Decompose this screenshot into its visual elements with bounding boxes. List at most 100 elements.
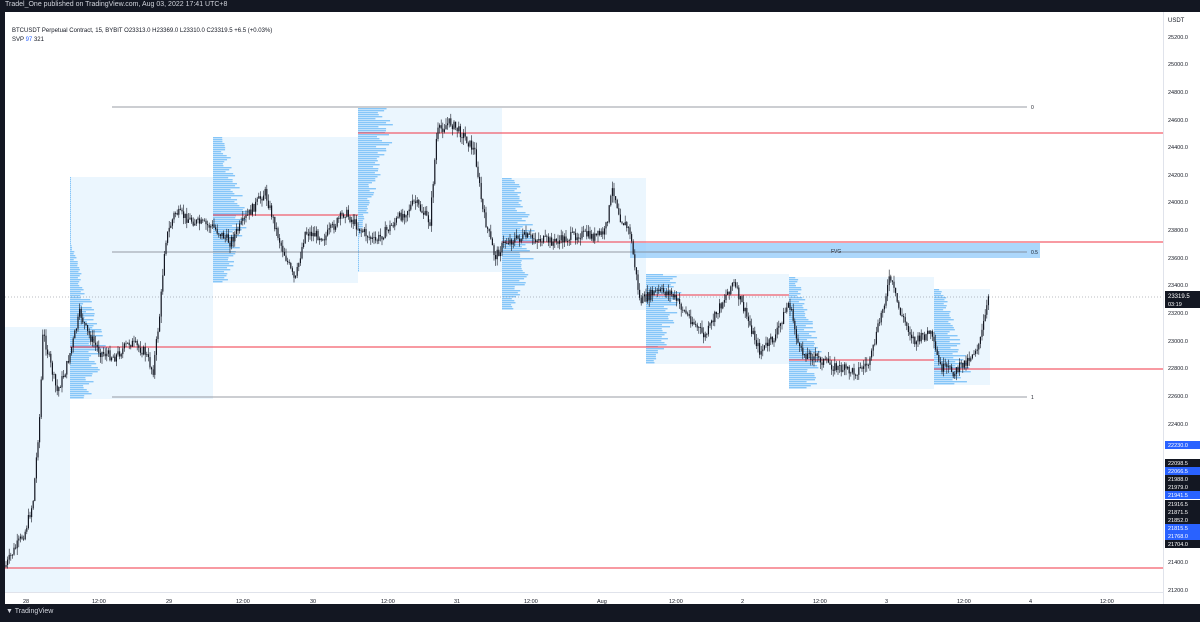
profile-bar (789, 365, 818, 367)
fib-label-05: 0.5 (1031, 250, 1038, 256)
profile-bar (502, 288, 515, 290)
candle-body (112, 356, 114, 358)
profile-bar (646, 326, 671, 328)
candle-body (53, 374, 55, 376)
price-badge (1165, 467, 1200, 475)
candle-body (483, 209, 485, 213)
profile-bar (213, 165, 224, 167)
chart-canvas[interactable]: FVG 0 0.5 1 (5, 12, 1163, 601)
candle-body (690, 316, 692, 325)
candle-body (885, 296, 887, 306)
candle-body (872, 344, 874, 351)
candle-body (403, 213, 405, 218)
profile-bar (213, 207, 245, 209)
candle-body (75, 328, 77, 331)
price-tick-label: 21400.0 (1168, 560, 1188, 566)
time-tick-label: 30 (310, 599, 316, 605)
candle-body (688, 314, 690, 317)
candle-body (951, 366, 953, 372)
candle-body (304, 231, 306, 244)
candle-body (327, 229, 329, 236)
profile-bar (934, 365, 956, 367)
candle-body (658, 289, 660, 292)
profile-bar (789, 319, 809, 321)
profile-bar (70, 277, 78, 279)
candle-body (595, 233, 597, 236)
profile-bar (934, 371, 971, 373)
profile-bar (502, 178, 512, 180)
profile-bar (213, 149, 226, 151)
profile-bar (789, 325, 806, 327)
candle-body (104, 353, 106, 357)
profile-bar (70, 351, 89, 353)
profile-bar (70, 363, 97, 365)
candle-body (928, 330, 930, 334)
candle-body (475, 149, 477, 167)
profile-bar (213, 271, 225, 273)
candle-body (866, 363, 868, 366)
profile-bar (70, 245, 72, 247)
price-badge-text: 21815.5 (1168, 526, 1188, 532)
candle-body (303, 243, 305, 248)
candle-body (111, 357, 113, 361)
candle-body (24, 531, 26, 540)
candle-body (429, 222, 431, 226)
profile-bar (213, 263, 230, 265)
price-badge-text: 21871.5 (1168, 510, 1188, 516)
candle-body (83, 322, 85, 324)
profile-bar (502, 306, 513, 308)
candle-body (451, 125, 453, 130)
candle-body (288, 261, 290, 264)
profile-bar (70, 239, 71, 241)
candle-body (626, 222, 628, 229)
price-axis[interactable]: USDT 25200.0 25000.0 24800.0 24600.0 24400.0… (1163, 12, 1200, 604)
price-badge-text: 21768.0 (1168, 534, 1188, 540)
candle-body (819, 357, 821, 363)
chart-pane[interactable]: FVG 0 0.5 1 BTCUSDT Perpetual Contract, … (5, 12, 1163, 604)
candle-body (72, 338, 74, 348)
candle-body (47, 349, 49, 355)
candle-body (901, 314, 903, 317)
candle-body (482, 198, 484, 210)
candle-body (837, 365, 839, 370)
candle-body (200, 219, 202, 224)
candle-body (480, 182, 482, 199)
profile-bar (789, 301, 799, 303)
profile-bar (213, 159, 228, 161)
candle-body (488, 228, 490, 232)
profile-bar (70, 229, 71, 231)
candle-body (63, 376, 65, 378)
candle-body (106, 353, 108, 357)
profile-bar (646, 304, 678, 306)
candle-body (61, 376, 63, 388)
profile-bar (213, 189, 231, 191)
candle-body (146, 354, 148, 356)
profile-bar (502, 264, 522, 266)
profile-bar (358, 266, 359, 268)
profile-bar (70, 303, 84, 305)
candle-body (183, 211, 185, 219)
profile-bar (502, 274, 529, 276)
candle-body (269, 205, 271, 209)
svp-value-1: 97 (25, 37, 33, 43)
candle-body (696, 324, 698, 328)
profile-bar (213, 239, 229, 241)
candle-body (186, 213, 188, 223)
candle-body (541, 241, 543, 243)
time-axis[interactable]: 28 12:00 29 12:00 30 12:00 31 12:00 Aug 12:00 2 12:… (5, 592, 1163, 605)
profile-bar (70, 197, 71, 199)
profile-bar (934, 335, 958, 337)
candle-body (168, 227, 170, 232)
candle-body (387, 229, 389, 232)
candle-body (191, 217, 193, 222)
price-tick-label: 23400.0 (1168, 283, 1188, 289)
candle-body (807, 353, 809, 359)
candle-body (461, 137, 463, 139)
price-tick-label: 24400.0 (1168, 145, 1188, 151)
candle-body (122, 348, 124, 355)
candle-body (125, 343, 127, 345)
profile-bar (502, 276, 527, 278)
candle-body (427, 215, 429, 223)
candle-body (335, 226, 337, 230)
candle-body (608, 205, 610, 223)
